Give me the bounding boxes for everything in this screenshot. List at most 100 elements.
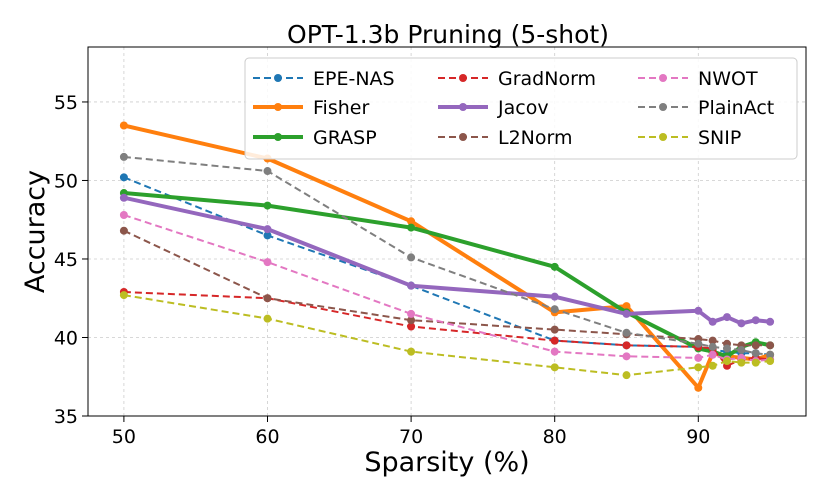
legend-marker-gradnorm	[459, 74, 467, 82]
x-tick-label: 70	[399, 426, 423, 448]
data-point-jacov	[708, 317, 717, 326]
data-point-nwot	[550, 347, 559, 356]
data-point-plainact	[119, 152, 128, 161]
legend-label-grasp: GRASP	[313, 127, 377, 149]
data-point-jacov	[622, 309, 631, 318]
data-point-snip	[407, 347, 416, 356]
data-point-jacov	[550, 292, 559, 301]
data-point-l2norm	[550, 325, 559, 334]
legend-marker-snip	[659, 133, 667, 141]
data-point-plainact	[723, 344, 732, 353]
data-point-epe-nas	[119, 173, 128, 182]
data-point-snip	[550, 363, 559, 372]
legend: EPE-NAS Fisher GRASP GradNorm Jacov L2Norm NWO…	[244, 57, 798, 160]
data-point-nwot	[622, 352, 631, 361]
legend-marker-plainact	[659, 103, 667, 111]
legend-marker-jacov	[459, 103, 467, 111]
series-plainact	[119, 152, 775, 359]
legend-label-fisher: Fisher	[313, 97, 369, 119]
data-point-jacov	[407, 281, 416, 290]
legend-marker-nwot	[659, 74, 667, 82]
data-point-fisher	[694, 383, 703, 392]
series-snip	[119, 291, 775, 380]
data-point-gradnorm	[550, 336, 559, 345]
x-tick-label: 50	[112, 426, 136, 448]
legend-marker-epe-nas	[274, 74, 282, 82]
data-point-jacov	[751, 316, 760, 325]
x-tick-label: 60	[255, 426, 279, 448]
data-point-plainact	[694, 339, 703, 348]
axis-ticks: 50 60 70 80 90 35 40 45 50 55	[54, 92, 711, 448]
legend-label-snip: SNIP	[698, 127, 741, 149]
data-point-l2norm	[708, 336, 717, 345]
legend-label-plainact: PlainAct	[698, 97, 774, 119]
x-axis-title: Sparsity (%)	[364, 447, 529, 478]
data-point-plainact	[751, 349, 760, 358]
data-point-fisher	[622, 302, 631, 311]
data-point-snip	[751, 358, 760, 367]
data-point-l2norm	[263, 294, 272, 303]
y-tick-label: 50	[54, 170, 78, 192]
data-point-grasp	[407, 223, 416, 232]
data-point-jacov	[737, 319, 746, 328]
y-tick-label: 55	[54, 92, 78, 114]
legend-marker-grasp	[274, 133, 282, 141]
data-point-snip	[737, 358, 746, 367]
data-point-l2norm	[407, 316, 416, 325]
y-tick-label: 35	[54, 406, 78, 428]
data-point-snip	[622, 371, 631, 380]
data-point-plainact	[622, 328, 631, 337]
data-point-l2norm	[766, 341, 775, 350]
series-jacov	[119, 193, 775, 328]
data-point-snip	[708, 361, 717, 370]
data-point-fisher	[407, 217, 416, 226]
x-tick-label: 80	[543, 426, 567, 448]
data-point-grasp	[550, 262, 559, 271]
legend-label-nwot: NWOT	[698, 68, 758, 90]
y-axis-title: Accuracy	[20, 170, 51, 293]
legend-label-jacov: Jacov	[497, 97, 549, 119]
data-point-plainact	[407, 253, 416, 262]
series-layer	[119, 121, 775, 392]
y-tick-label: 40	[54, 327, 78, 349]
data-point-jacov	[723, 313, 732, 322]
data-point-jacov	[263, 225, 272, 234]
data-point-l2norm	[751, 341, 760, 350]
data-point-grasp	[263, 201, 272, 210]
legend-label-l2norm: L2Norm	[498, 127, 573, 149]
series-line-snip	[123, 294, 771, 377]
data-point-jacov	[119, 193, 128, 202]
legend-marker-fisher	[274, 103, 282, 111]
data-point-plainact	[737, 346, 746, 355]
data-point-fisher	[119, 121, 128, 130]
data-point-nwot	[694, 353, 703, 362]
data-point-snip	[263, 314, 272, 323]
data-point-nwot	[407, 309, 416, 318]
data-point-plainact	[263, 167, 272, 176]
data-point-nwot	[263, 258, 272, 267]
data-point-plainact	[550, 305, 559, 314]
x-tick-label: 90	[686, 426, 710, 448]
data-point-l2norm	[119, 226, 128, 235]
data-point-plainact	[708, 342, 717, 351]
legend-label-gradnorm: GradNorm	[498, 68, 596, 90]
data-point-snip	[119, 291, 128, 300]
data-point-nwot	[119, 211, 128, 220]
data-point-jacov	[766, 317, 775, 326]
plot-frame	[87, 46, 807, 417]
data-point-snip	[694, 363, 703, 372]
data-point-snip	[766, 357, 775, 366]
data-point-gradnorm	[622, 341, 631, 350]
y-tick-label: 45	[54, 249, 78, 271]
data-point-epe-nas	[263, 231, 272, 240]
legend-marker-l2norm	[459, 133, 467, 141]
data-point-plainact	[766, 350, 775, 359]
legend-label-epe-nas: EPE-NAS	[313, 68, 395, 90]
chart-title: OPT-1.3b Pruning (5-shot)	[287, 20, 609, 49]
legend-box	[244, 57, 798, 160]
data-point-nwot	[708, 350, 717, 359]
series-line-plainact	[123, 155, 771, 356]
data-point-snip	[723, 357, 732, 366]
data-point-gradnorm	[407, 322, 416, 331]
